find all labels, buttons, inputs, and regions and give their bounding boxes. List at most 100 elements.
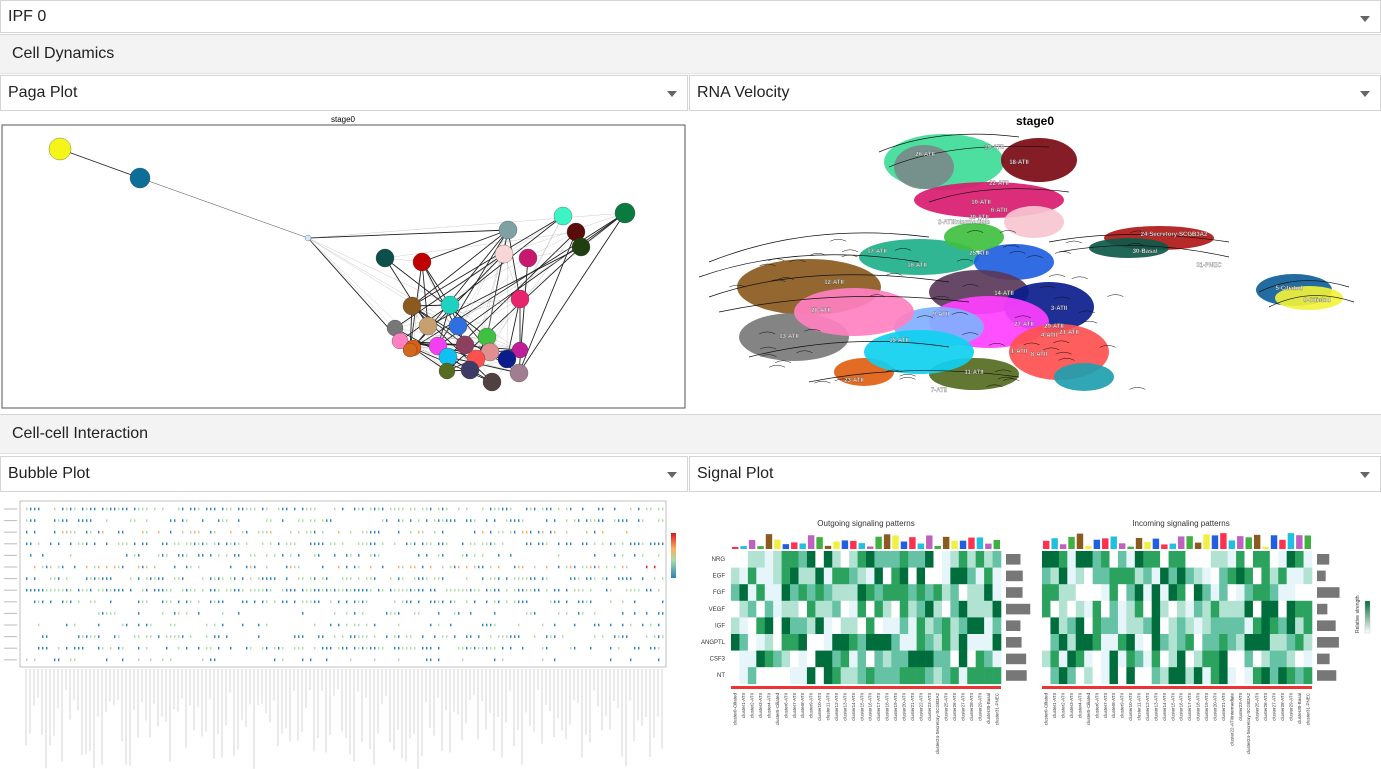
bubble-dot: [542, 530, 544, 534]
heatmap-cell: [925, 567, 934, 585]
bubble-dot: [286, 542, 288, 546]
bubble-dot: [274, 658, 276, 662]
bubble-dot: [570, 542, 572, 546]
heatmap-cell: [933, 600, 943, 618]
velocity-cluster-label: 27-ATII: [1014, 322, 1034, 328]
heatmap-cell: [1101, 551, 1110, 568]
heatmap-cell: [967, 667, 976, 685]
heatmap-cell: [1075, 567, 1085, 585]
bubble-dot: [554, 635, 556, 638]
heatmap-cell: [1261, 634, 1271, 651]
bubble-plot: [0, 493, 688, 769]
bubble-dot: [546, 565, 548, 569]
bubble-dot: [238, 612, 240, 615]
bubble-dot: [426, 577, 428, 580]
paga-plot-select[interactable]: Paga Plot: [0, 75, 688, 111]
dataset-select[interactable]: IPF 0: [0, 0, 1381, 33]
bubble-dot: [242, 577, 244, 580]
heatmap-cell: [832, 567, 841, 585]
heatmap-cell: [1295, 667, 1304, 685]
heatmap-cell: [731, 567, 740, 585]
heatmap-column-label: cluster7-ATII: [792, 693, 797, 718]
heatmap-column-label: cluster20-ATII: [901, 693, 906, 721]
bubble-dot: [522, 519, 524, 522]
bubble-dot: [390, 588, 392, 592]
bubble-dot: [118, 635, 120, 638]
heatmap-cell: [975, 600, 985, 618]
heatmap-cell: [891, 584, 901, 602]
bubble-dot: [502, 507, 504, 511]
bubble-dot: [598, 507, 600, 511]
heatmap-cell: [1042, 650, 1051, 668]
bubble-dot: [550, 507, 552, 511]
bubble-dot: [66, 519, 68, 522]
bubble-dot: [266, 588, 268, 592]
bubble-dot: [394, 600, 396, 604]
bubble-dot: [418, 519, 420, 522]
bubble-dot: [82, 588, 84, 592]
heatmap-cell: [1126, 584, 1136, 602]
bubble-dot: [442, 507, 444, 511]
heatmap-cell: [1219, 600, 1228, 618]
heatmap-cell: [1303, 650, 1313, 668]
bubble-dot: [646, 635, 648, 638]
heatmap-cell: [1303, 584, 1313, 602]
bubble-dot: [134, 554, 136, 557]
signal-top-bar: [1211, 535, 1219, 549]
velocity-streamline: [698, 254, 920, 278]
bubble-dot: [534, 507, 536, 511]
bubble-dot: [450, 519, 452, 522]
bubble-dot: [594, 542, 596, 546]
heatmap-column-label: cluster13-ATII: [1153, 693, 1158, 721]
bubble-dot: [326, 577, 328, 580]
bubble-dot: [54, 530, 56, 534]
heatmap-cell: [1058, 617, 1068, 635]
bubble-dot: [370, 507, 372, 511]
bubble-dot: [350, 577, 352, 580]
bubble-dot: [290, 554, 292, 557]
heatmap-cell: [1168, 551, 1178, 568]
heatmap-cell: [1092, 551, 1102, 568]
bubble-dot: [234, 542, 236, 546]
heatmap-cell: [1101, 584, 1110, 602]
heatmap-cell: [857, 617, 867, 635]
heatmap-cell: [1075, 650, 1085, 668]
bubble-dot: [602, 635, 604, 638]
bubble-dot: [178, 577, 180, 580]
heatmap-cell: [941, 551, 951, 568]
heatmap-cell: [1202, 667, 1212, 685]
bubble-dot: [602, 542, 604, 546]
pathway-label: NT: [717, 673, 725, 679]
bubble-dot: [278, 542, 280, 546]
signal-row-bar: [1317, 554, 1330, 565]
chevron-down-icon: [667, 472, 677, 478]
heatmap-cell: [849, 617, 858, 635]
bubble-dot: [306, 507, 308, 511]
bubble-plot-select[interactable]: Bubble Plot: [0, 456, 688, 492]
heatmap-cell: [1219, 667, 1228, 685]
heatmap-cell: [1278, 584, 1287, 602]
bubble-dot: [294, 542, 296, 546]
rna-velocity-select[interactable]: RNA Velocity: [689, 75, 1381, 111]
heatmap-cell: [857, 551, 867, 568]
bubble-dot: [374, 542, 376, 546]
heatmap-cell: [1151, 650, 1161, 668]
velocity-streamline: [1054, 251, 1072, 254]
bubble-dot: [378, 588, 380, 592]
bubble-dot: [414, 646, 416, 650]
bubble-dot: [390, 507, 392, 511]
heatmap-cell: [992, 634, 1002, 651]
bubble-dot: [634, 554, 636, 557]
bubble-dot: [366, 635, 368, 638]
bubble-dot: [410, 588, 412, 592]
heatmap-cell: [747, 600, 757, 618]
heatmap-cell: [916, 650, 926, 668]
heatmap-cell: [925, 634, 934, 651]
signal-plot-select[interactable]: Signal Plot: [689, 456, 1381, 492]
bubble-dot: [538, 588, 540, 592]
bubble-dot: [102, 612, 104, 615]
heatmap-cell: [874, 667, 884, 685]
heatmap-cell: [908, 667, 917, 685]
bubble-dot: [250, 507, 252, 511]
bubble-dot: [122, 623, 124, 627]
